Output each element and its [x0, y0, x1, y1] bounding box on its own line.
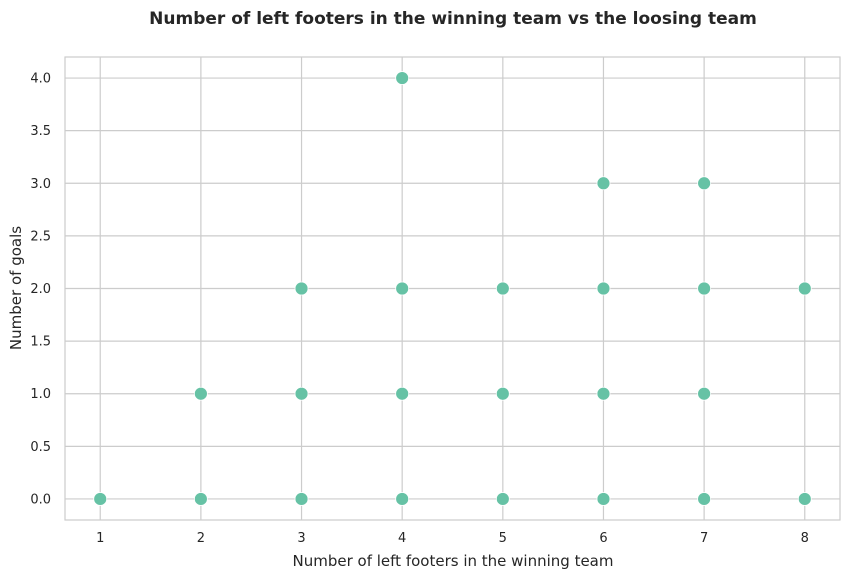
y-tick-label: 2.0 — [30, 282, 51, 297]
scatter-point — [395, 281, 410, 296]
y-tick-label: 3.5 — [30, 124, 51, 139]
scatter-point — [495, 492, 510, 506]
y-tick-label: 0.5 — [30, 440, 51, 455]
scatter-point — [395, 71, 410, 85]
x-tick-label: 8 — [801, 531, 809, 546]
scatter-point — [294, 386, 309, 401]
x-tick-label: 4 — [398, 531, 406, 546]
scatter-point — [596, 386, 611, 401]
scatter-point — [596, 176, 611, 191]
y-tick-label: 1.0 — [30, 387, 51, 402]
plot-frame — [64, 56, 841, 521]
y-tick-label: 0.0 — [30, 492, 51, 507]
y-axis-label: Number of goals — [7, 226, 25, 350]
scatter-point — [697, 281, 712, 296]
grid-lines — [65, 57, 840, 520]
scatter-point — [797, 281, 812, 296]
scatter-point — [193, 386, 208, 401]
scatter-point — [495, 281, 510, 296]
scatter-point — [294, 492, 309, 506]
scatter-point — [697, 492, 712, 506]
y-tick-label: 3.0 — [30, 177, 51, 192]
scatter-point — [697, 176, 712, 191]
x-axis-label: Number of left footers in the winning te… — [293, 552, 614, 570]
scatter-point — [596, 492, 611, 506]
x-tick-label: 3 — [297, 531, 305, 546]
x-tick-label: 1 — [96, 531, 104, 546]
scatter-point — [193, 492, 208, 506]
scatter-point — [596, 281, 611, 296]
y-tick-label: 2.5 — [30, 229, 51, 244]
data-points — [93, 71, 812, 506]
scatter-point — [93, 492, 108, 506]
scatter-point — [294, 281, 309, 296]
y-tick-label: 4.0 — [30, 72, 51, 87]
x-tick-label: 5 — [499, 531, 507, 546]
scatter-point — [495, 386, 510, 401]
y-tick-label: 1.5 — [30, 335, 51, 350]
tick-labels: 1 2 3 4 5 6 7 8 0.0 0.5 1.0 1.5 2.0 2.5 3.0 3.5 4.0 — [30, 72, 809, 546]
x-tick-label: 6 — [599, 531, 607, 546]
scatter-point — [395, 386, 410, 401]
scatter-point — [395, 492, 410, 506]
x-tick-label: 2 — [197, 531, 205, 546]
chart-title: Number of left footers in the winning te… — [149, 9, 757, 29]
scatter-point — [697, 386, 712, 401]
x-tick-label: 7 — [700, 531, 708, 546]
scatter-point — [797, 492, 812, 506]
